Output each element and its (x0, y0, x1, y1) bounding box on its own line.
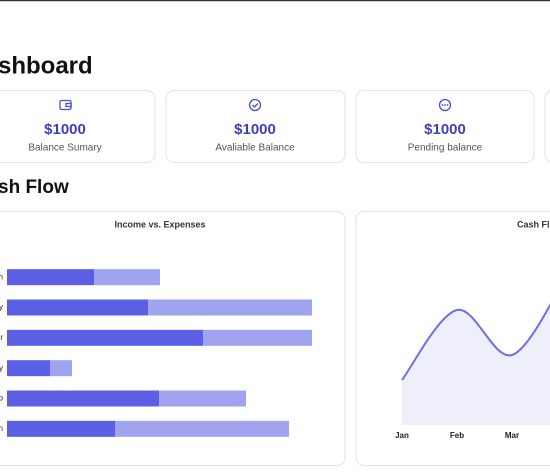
stat-card (165, 90, 346, 163)
bar-segment (7, 390, 159, 407)
x-tick-label: Mar (505, 431, 519, 440)
bar-segment (50, 360, 72, 377)
card-amount: $1000 (44, 121, 86, 138)
area (402, 305, 550, 425)
bar-segment (203, 329, 312, 346)
stat-card (544, 90, 550, 163)
stat-card (355, 90, 535, 163)
y-tick-label: n (0, 272, 3, 281)
y-tick-label: r (0, 333, 3, 342)
card-amount: $1000 (234, 121, 276, 138)
bar-segment (148, 299, 312, 316)
bar-segment (115, 420, 289, 437)
bar-segment (7, 299, 148, 316)
card-label: Pending balance (408, 143, 483, 154)
bar-segment (7, 269, 94, 286)
section-title: sh Flow (0, 177, 69, 198)
card-amount: $1000 (424, 121, 466, 138)
icons (59, 98, 452, 112)
bar-segment (159, 390, 246, 407)
line (401, 303, 550, 381)
chart-title: Cash Fl (517, 219, 550, 229)
bar-segment (7, 360, 50, 377)
card-label: Balance Sumary (28, 143, 101, 154)
y-tick-label: p (0, 394, 4, 403)
bar-segment (7, 420, 115, 437)
y-tick-label: n (0, 424, 3, 433)
bar-segment (94, 269, 160, 286)
chart-title: Income vs. Expenses (114, 219, 205, 229)
page-title: shboard (0, 52, 93, 79)
bar-segment (7, 329, 203, 346)
y-tick-label: y (0, 303, 3, 312)
x-tick-label: Jan (395, 431, 409, 440)
stat-card (0, 90, 156, 163)
x-tick-label: Feb (450, 431, 464, 440)
y-tick-label: y (0, 363, 3, 372)
card-label: Avaliable Balance (215, 143, 295, 154)
